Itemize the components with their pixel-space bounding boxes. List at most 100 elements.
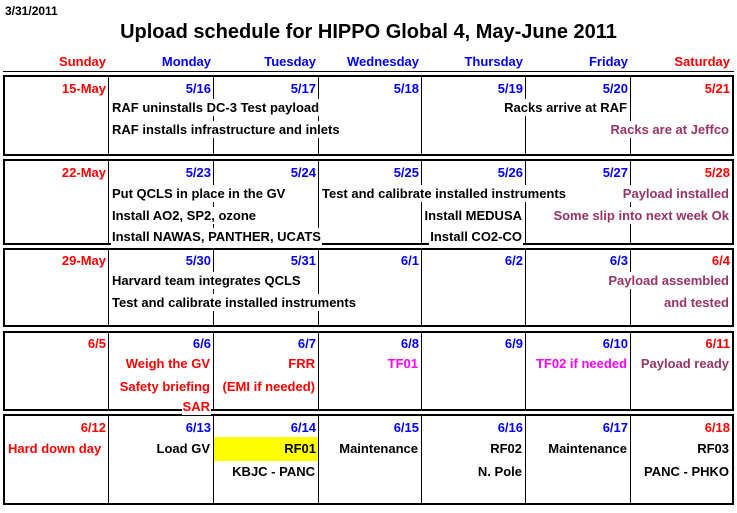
column-divider	[213, 161, 214, 243]
column-divider	[318, 333, 319, 409]
column-divider	[108, 77, 109, 154]
date-cell: 6/7	[297, 336, 316, 351]
event-rf01: RF01	[284, 441, 316, 456]
date-cell: 5/17	[290, 81, 316, 96]
event-kbjc-panc: KBJC - PANC	[231, 463, 316, 480]
column-divider	[630, 77, 631, 154]
date-cell: 6/5	[87, 336, 106, 351]
date-cell: 5/23	[185, 165, 211, 180]
week-row-2: 22-May 5/23 5/24 5/25 5/26 5/27 5/28 Put…	[3, 159, 734, 245]
date-cell: 6/18	[704, 420, 730, 435]
day-header-saturday: Saturday	[674, 54, 730, 69]
week-row-1: 15-May 5/16 5/17 5/18 5/19 5/20 5/21 RAF…	[3, 75, 734, 156]
column-divider	[421, 416, 422, 503]
event-emi: (EMI if needed)	[221, 378, 316, 395]
column-divider	[318, 250, 319, 325]
event-raf-uninstalls: RAF uninstalls DC-3 Test payload	[111, 99, 321, 116]
column-divider	[525, 250, 526, 325]
date-cell: 5/21	[704, 81, 730, 96]
column-divider	[108, 416, 109, 503]
day-header-wednesday: Wednesday	[346, 54, 419, 69]
event-and-tested: and tested	[662, 294, 730, 311]
week-row-5: 6/12 6/13 6/14 6/15 6/16 6/17 6/18 Hard …	[3, 414, 734, 505]
event-install-ao2: Install AO2, SP2, ozone	[111, 207, 257, 224]
column-divider	[421, 250, 422, 325]
event-hard-down-day: Hard down day	[7, 440, 103, 457]
event-n-pole: N. Pole	[476, 463, 523, 480]
date-cell: 5/18	[393, 81, 419, 96]
event-panc-phko: PANC - PHKO	[643, 463, 730, 480]
date-cell: 5/26	[497, 165, 523, 180]
week-row-4: 6/5 6/6 6/7 6/8 6/9 6/10 6/11 Weigh the …	[3, 331, 734, 415]
date-cell: 5/30	[185, 253, 211, 268]
column-divider	[630, 333, 631, 409]
date-cell: 5/27	[602, 165, 628, 180]
date-cell: 6/3	[609, 253, 628, 268]
event-test-calibrate: Test and calibrate installed instruments	[111, 294, 357, 311]
date-cell: 6/10	[602, 336, 628, 351]
date-cell: 22-May	[61, 165, 106, 180]
column-divider	[421, 77, 422, 154]
date-cell: 6/1	[400, 253, 419, 268]
date-cell: 6/11	[705, 336, 730, 351]
day-header-monday: Monday	[161, 54, 211, 69]
event-rf02: RF02	[489, 440, 523, 457]
event-weigh-gv: Weigh the GV	[124, 355, 211, 372]
column-divider	[421, 333, 422, 409]
header-underline	[3, 71, 734, 72]
event-install-nawas: Install NAWAS, PANTHER, UCATS	[111, 228, 322, 245]
column-divider	[213, 333, 214, 409]
event-maintenance-wed: Maintenance	[338, 440, 419, 457]
column-divider	[108, 333, 109, 409]
date-cell: 6/9	[504, 336, 523, 351]
event-frr: FRR	[287, 355, 316, 372]
event-payload-installed: Payload installed	[621, 185, 730, 202]
event-sar: SAR	[181, 398, 211, 415]
event-payload-ready: Payload ready	[639, 355, 730, 372]
event-put-qcls: Put QCLS in place in the GV	[111, 185, 287, 202]
event-test-calibrate: Test and calibrate installed instruments	[321, 185, 567, 202]
date-cell: 6/4	[711, 253, 730, 268]
column-divider	[630, 161, 631, 243]
date-cell: 6/6	[192, 336, 211, 351]
day-header-friday: Friday	[588, 54, 628, 69]
event-install-medusa: Install MEDUSA	[423, 207, 523, 224]
date-cell: 5/28	[704, 165, 730, 180]
date-cell: 29-May	[61, 253, 106, 268]
date-cell: 6/8	[400, 336, 419, 351]
event-raf-installs: RAF installs infrastructure and inlets	[111, 121, 341, 138]
page-title: Upload schedule for HIPPO Global 4, May-…	[120, 21, 617, 43]
event-harvard-qcls: Harvard team integrates QCLS	[111, 272, 302, 289]
date-cell: 6/15	[393, 420, 419, 435]
event-rf03: RF03	[696, 440, 730, 457]
date-cell: 6/17	[602, 420, 628, 435]
date-cell: 6/14	[290, 420, 316, 435]
date-cell: 6/16	[497, 420, 523, 435]
event-payload-assembled: Payload assembled	[607, 272, 730, 289]
date-cell: 5/19	[497, 81, 523, 96]
event-load-gv: Load GV	[155, 440, 211, 457]
date-cell: 6/13	[185, 420, 211, 435]
event-racks-arrive: Racks arrive at RAF	[503, 99, 628, 116]
event-tf02: TF02 if needed	[534, 355, 628, 372]
day-header-thursday: Thursday	[464, 54, 523, 69]
column-divider	[525, 416, 526, 503]
date-cell: 5/31	[290, 253, 316, 268]
date-cell: 5/25	[393, 165, 419, 180]
column-divider	[108, 250, 109, 325]
day-header-sunday: Sunday	[59, 54, 106, 69]
column-divider	[525, 161, 526, 243]
rf01-highlight	[214, 437, 318, 461]
event-tf01: TF01	[386, 355, 419, 372]
column-divider	[421, 161, 422, 243]
week-row-3: 29-May 5/30 5/31 6/1 6/2 6/3 6/4 Harvard…	[3, 248, 734, 327]
event-install-co2co: Install CO2-CO	[429, 228, 523, 245]
date-cell: 6/12	[80, 420, 106, 435]
column-divider	[525, 333, 526, 409]
day-header-tuesday: Tuesday	[264, 54, 316, 69]
column-divider	[213, 416, 214, 503]
column-divider	[108, 161, 109, 243]
date-cell: 15-May	[61, 81, 106, 96]
column-divider	[318, 416, 319, 503]
